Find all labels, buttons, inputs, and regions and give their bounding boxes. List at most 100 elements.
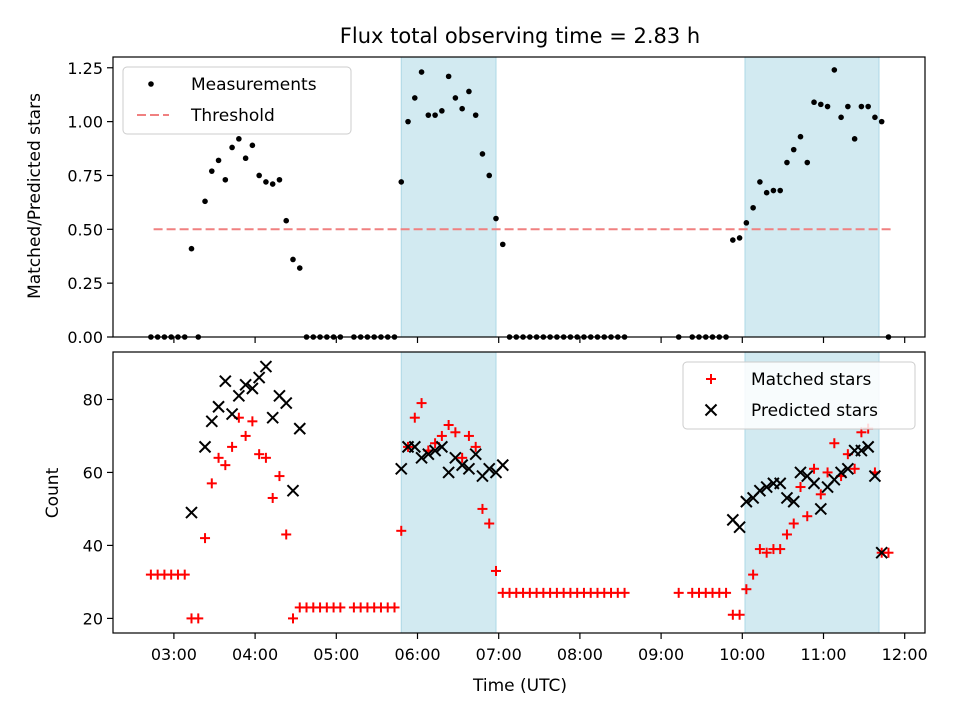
y-tick-label: 0.25	[67, 274, 103, 293]
predicted-stars-marker	[219, 374, 232, 388]
measurement-point	[263, 179, 269, 185]
observing-window-band	[400, 56, 497, 338]
measurement-point	[784, 159, 790, 166]
matched-stars-marker	[267, 492, 278, 503]
matched-stars-marker	[734, 609, 745, 620]
predicted-stars-marker	[232, 389, 246, 402]
predicted-stars-marker	[442, 466, 455, 479]
matched-stars-marker	[673, 587, 684, 598]
predicted-stars-marker	[855, 444, 868, 457]
measurement-point	[736, 235, 743, 241]
matched-stars-marker	[477, 503, 488, 514]
measurement-point	[743, 220, 750, 226]
y-tick-label: 1.25	[67, 59, 103, 78]
x-tick-label: 05:00	[313, 645, 359, 664]
matched-stars-marker	[849, 463, 860, 474]
measurement-point	[445, 73, 452, 80]
matched-stars-marker	[281, 529, 292, 540]
predicted-stars-marker	[462, 462, 476, 475]
matched-stars-marker	[721, 587, 732, 598]
matched-stars-marker	[335, 602, 346, 613]
measurement-point	[493, 215, 499, 222]
measurement-point	[208, 168, 215, 174]
predicted-stars-marker	[875, 546, 888, 559]
predicted-stars-marker	[280, 396, 293, 410]
matched-stars-marker	[450, 427, 461, 438]
measurement-point	[452, 95, 459, 101]
measurement-point	[432, 112, 438, 118]
measurement-point	[858, 103, 865, 110]
measurement-point	[824, 103, 831, 110]
measurement-point	[817, 101, 824, 108]
legend-marker-measurements	[148, 81, 154, 87]
measurement-point	[296, 265, 303, 271]
measurement-point	[757, 179, 763, 185]
x-tick-label: 09:00	[638, 645, 684, 664]
matched-stars-marker	[247, 416, 258, 427]
y-tick-label: 0.00	[67, 328, 103, 347]
matched-stars-marker	[484, 518, 495, 529]
measurement-point	[811, 99, 817, 106]
predicted-stars-marker	[760, 480, 773, 494]
predicted-stars-marker	[753, 484, 767, 497]
measurement-point	[472, 112, 479, 118]
measurement-point	[222, 176, 229, 183]
predicted-stars-marker	[841, 462, 855, 475]
measurement-point	[499, 241, 506, 248]
measurement-point	[439, 108, 445, 114]
measurement-point	[229, 144, 235, 151]
measurement-point	[405, 118, 411, 125]
matched-stars-marker	[416, 398, 427, 409]
matched-stars-marker	[240, 430, 251, 441]
measurement-point	[851, 136, 858, 142]
predicted-stars-marker	[455, 458, 469, 472]
predicted-stars-marker	[266, 411, 279, 424]
predicted-stars-marker	[496, 458, 509, 472]
matched-stars-marker	[389, 602, 400, 613]
measurement-point	[411, 95, 418, 101]
x-tick-label: 03:00	[151, 645, 197, 664]
matched-stars-marker	[260, 452, 271, 463]
measurement-point	[242, 155, 249, 162]
measurement-point	[188, 245, 195, 252]
measurement-point	[215, 157, 222, 164]
matched-stars-marker	[754, 544, 765, 555]
predicted-stars-marker	[807, 477, 821, 490]
matched-stars-marker	[829, 438, 840, 449]
measurement-point	[466, 88, 472, 95]
measurement-point	[804, 159, 811, 166]
y-tick-label: 40	[83, 536, 103, 555]
predicted-stars-marker	[787, 495, 800, 508]
matched-stars-marker	[457, 452, 468, 463]
y-tick-label: 0.75	[67, 166, 103, 185]
legend-label: Measurements	[191, 75, 317, 95]
y-tick-label: 60	[83, 463, 103, 482]
matched-stars-marker	[193, 613, 204, 624]
predicted-stars-marker	[205, 415, 219, 428]
predicted-stars-marker	[861, 440, 875, 454]
matched-stars-marker	[220, 460, 231, 471]
predicted-stars-marker	[225, 407, 239, 421]
measurement-point	[290, 256, 296, 263]
predicted-stars-marker	[252, 371, 266, 384]
measurement-point	[269, 181, 276, 187]
matched-stars-marker	[470, 441, 481, 452]
predicted-stars-marker	[733, 520, 746, 534]
predicted-stars-marker	[834, 466, 848, 479]
predicted-stars-marker	[814, 502, 828, 516]
measurement-point	[202, 198, 208, 205]
matched-stars-marker	[822, 467, 833, 478]
matched-stars-marker	[463, 430, 474, 441]
measurement-point	[831, 67, 838, 73]
measurement-point	[838, 114, 844, 121]
x-tick-label: 07:00	[476, 645, 522, 664]
predicted-stars-marker	[185, 506, 198, 519]
legend-box	[682, 361, 916, 430]
measurement-point	[878, 118, 885, 125]
top-panel: 0.00 0.25 0.50 0.75 1.00 1.25 Measurements Thre…	[67, 56, 926, 347]
matched-stars-marker	[619, 587, 630, 598]
matched-stars-marker	[287, 613, 298, 624]
measurement-point	[770, 187, 777, 194]
x-tick-label: 08:00	[557, 645, 603, 664]
predicted-stars-marker	[212, 400, 225, 413]
